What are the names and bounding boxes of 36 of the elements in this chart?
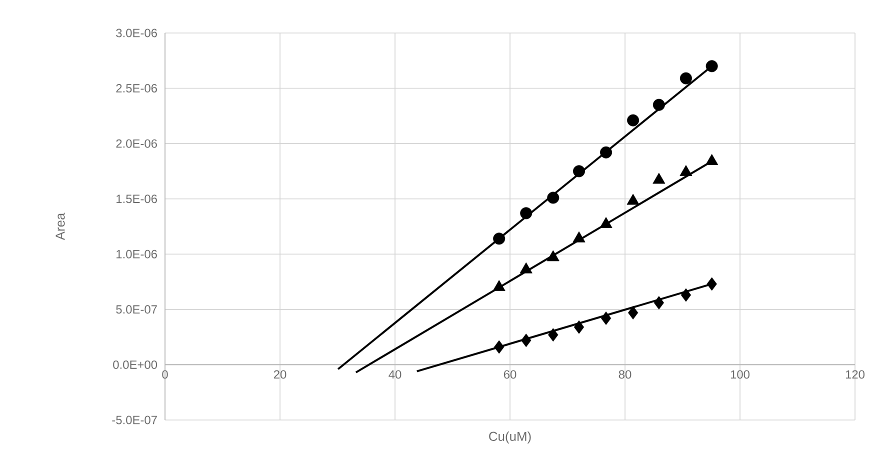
x-tick-label: 60 xyxy=(504,370,516,379)
point xyxy=(548,328,558,342)
x-tick-label: 120 xyxy=(846,370,865,379)
x-tick-label: 20 xyxy=(274,370,286,379)
y-tick-label: 3.0E-06 xyxy=(116,28,157,38)
point xyxy=(520,207,532,220)
point xyxy=(680,72,692,84)
y-tick-label: 1.5E-06 xyxy=(116,194,157,204)
y-tick-label: 0.0E+00 xyxy=(113,360,158,369)
point xyxy=(547,192,560,204)
point xyxy=(628,306,638,320)
point xyxy=(680,288,692,302)
x-axis-title: Cu(uM) xyxy=(489,431,531,444)
y-tick-label: 5.0E-07 xyxy=(116,305,157,314)
point xyxy=(573,165,586,178)
x-tick-label: 40 xyxy=(388,370,402,379)
point xyxy=(600,146,612,158)
point xyxy=(627,114,640,126)
x-tick-label: 80 xyxy=(618,370,632,379)
point xyxy=(680,165,692,176)
y-tick-label: 1.0E-06 xyxy=(116,250,157,258)
point xyxy=(521,334,532,348)
point xyxy=(706,277,717,291)
point xyxy=(652,98,665,111)
y-tick-label: 2.5E-06 xyxy=(116,84,157,92)
point xyxy=(494,340,504,354)
x-tick-label: 100 xyxy=(730,370,750,379)
point xyxy=(706,60,718,72)
point xyxy=(493,232,506,245)
x-tick-label: 0 xyxy=(162,370,168,379)
y-tick-label: 2.0E-06 xyxy=(116,139,157,148)
point xyxy=(654,296,664,310)
point xyxy=(600,312,612,325)
y-axis-title: Area xyxy=(56,212,65,240)
point xyxy=(574,320,584,334)
y-tick-label: -5.0E-07 xyxy=(112,416,157,424)
